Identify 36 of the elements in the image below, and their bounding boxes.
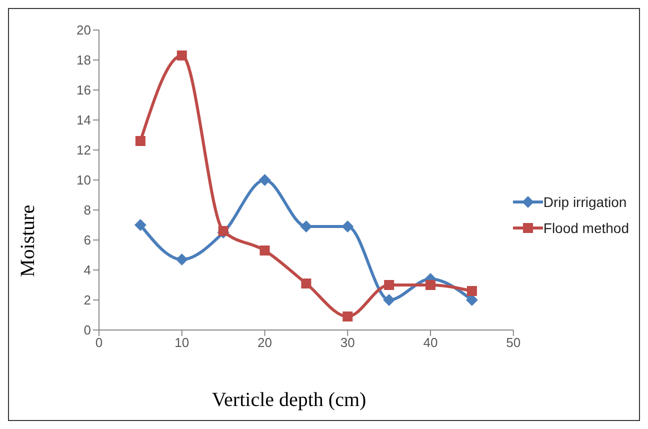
point xyxy=(342,220,354,232)
y-tick-label: 10 xyxy=(76,172,91,188)
y-axis-title: Moisture xyxy=(17,204,40,277)
point xyxy=(301,278,312,288)
legend-label: Flood method xyxy=(543,220,629,236)
y-tick-label: 4 xyxy=(84,262,91,278)
point xyxy=(300,220,312,232)
point xyxy=(384,280,394,290)
point xyxy=(383,294,396,306)
x-axis-title: Verticle depth (cm) xyxy=(210,389,368,412)
point xyxy=(426,280,436,290)
x-tick-label: 10 xyxy=(174,335,190,350)
y-tick-label: 8 xyxy=(84,202,91,218)
point xyxy=(134,219,146,231)
y-tick-label: 14 xyxy=(76,112,91,128)
y-tick-label: 2 xyxy=(84,292,91,308)
x-tick-label: 0 xyxy=(95,335,103,350)
x-tick-label: 50 xyxy=(506,335,521,350)
x-tick-label: 20 xyxy=(258,335,272,350)
y-tick-label: 18 xyxy=(76,52,91,68)
point xyxy=(135,136,146,146)
x-tick-label: 30 xyxy=(340,335,355,350)
point xyxy=(176,254,188,266)
point xyxy=(176,50,187,60)
legend-label: Drip irrigation xyxy=(543,194,627,210)
y-tick-label: 16 xyxy=(76,82,91,98)
point xyxy=(260,246,270,256)
y-tick-label: 12 xyxy=(76,142,91,158)
point xyxy=(342,312,353,322)
point xyxy=(258,174,271,186)
point xyxy=(218,226,228,236)
y-tick-label: 20 xyxy=(76,22,91,38)
point xyxy=(466,286,477,296)
x-tick-label: 40 xyxy=(423,335,438,350)
y-tick-label: 0 xyxy=(84,322,91,338)
y-tick-label: 6 xyxy=(84,232,91,248)
